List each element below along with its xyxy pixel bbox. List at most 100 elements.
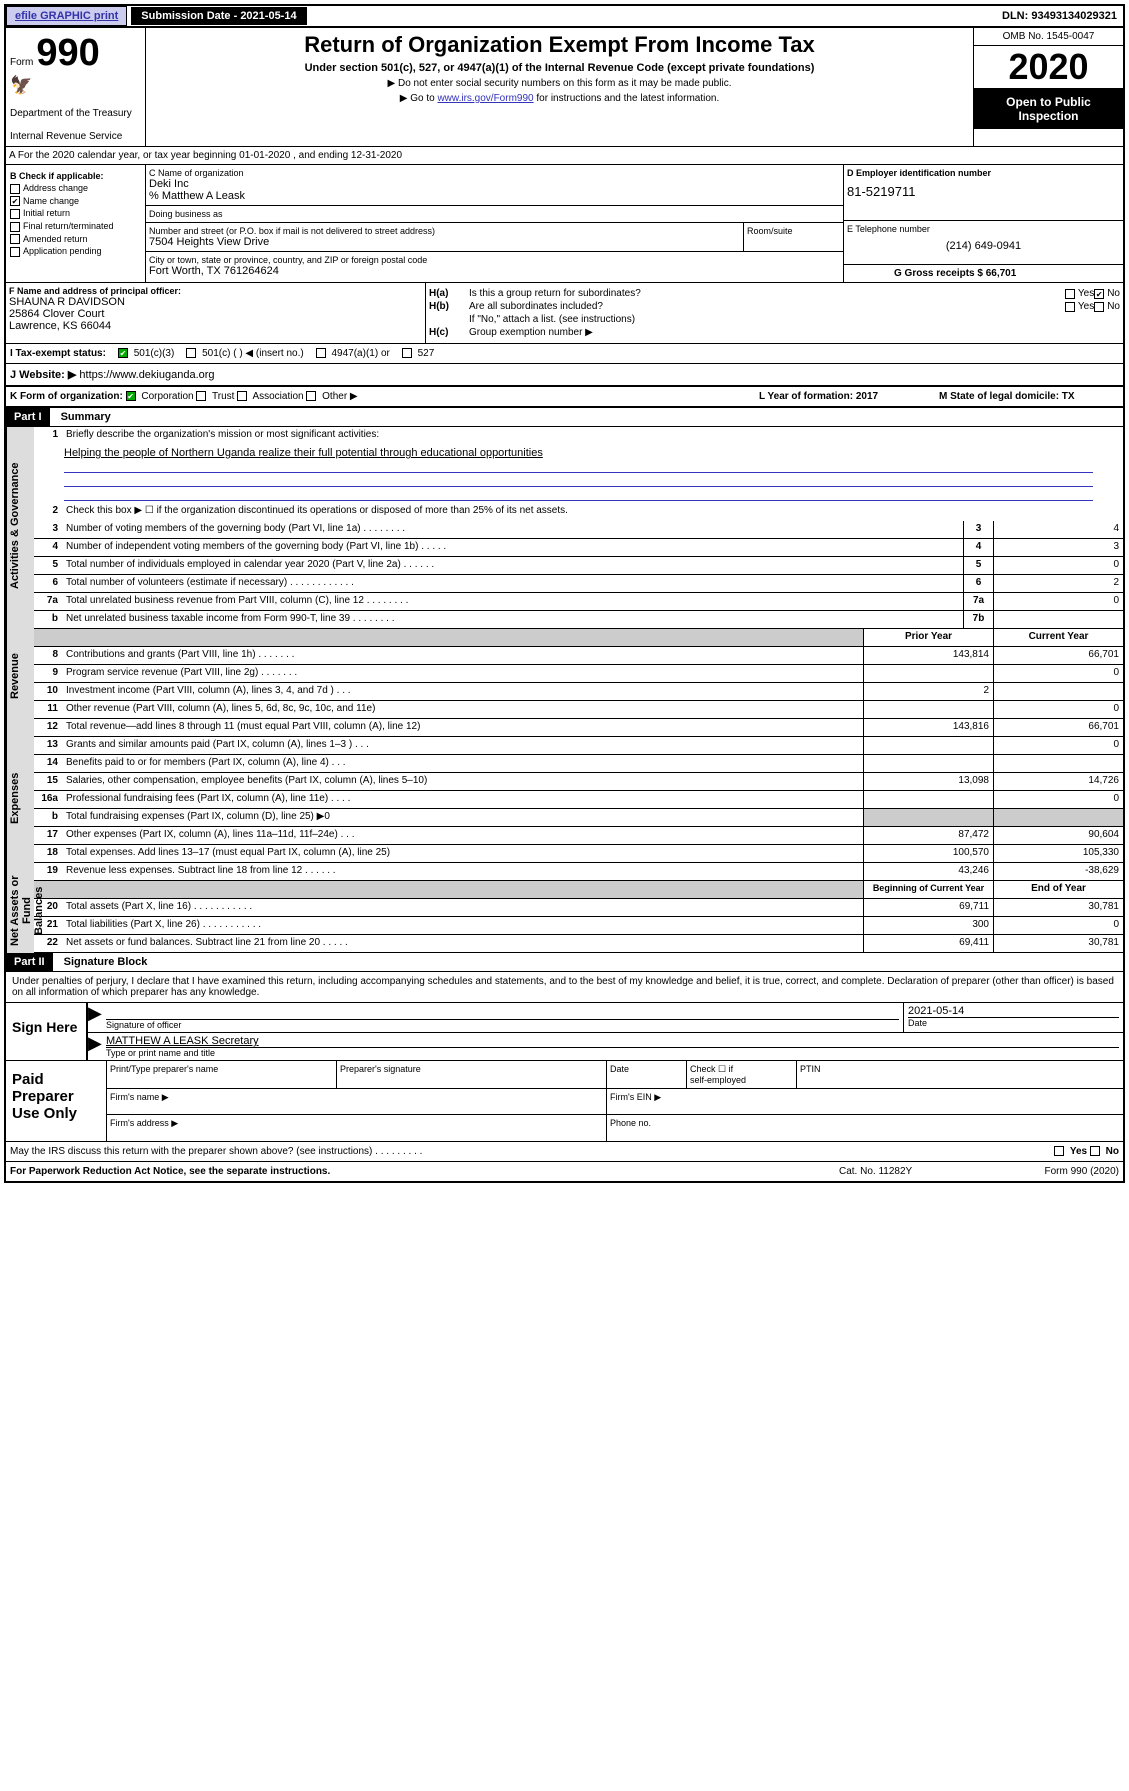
form-number: 990 xyxy=(36,32,99,74)
trust-checkbox[interactable] xyxy=(196,391,206,401)
name-arrow-icon: ▶ xyxy=(88,1033,102,1060)
care-of: % Matthew A Leask xyxy=(149,190,840,202)
final-return-checkbox[interactable] xyxy=(10,222,20,232)
summary-content: 1Briefly describe the organization's mis… xyxy=(34,427,1123,953)
hb-no-checkbox[interactable] xyxy=(1094,302,1104,312)
efile-print-link[interactable]: efile GRAPHIC print xyxy=(6,6,127,26)
line7a-text: Total unrelated business revenue from Pa… xyxy=(62,593,963,610)
officer-typed-name: MATTHEW A LEASK Secretary xyxy=(106,1035,1119,1047)
vtab-netassets: Net Assets or Fund Balances xyxy=(6,869,34,953)
line16b-text: Total fundraising expenses (Part IX, col… xyxy=(62,809,863,826)
sig-date-value: 2021-05-14 xyxy=(908,1005,1119,1017)
header-left: Form 990 🦅 Department of the Treasury In… xyxy=(6,28,146,146)
entity-block: B Check if applicable: Address change ✔N… xyxy=(6,165,1123,283)
address-change-checkbox[interactable] xyxy=(10,184,20,194)
name-change-label: Name change xyxy=(23,196,79,206)
irs-label: Internal Revenue Service xyxy=(10,131,141,142)
f-label: F Name and address of principal officer: xyxy=(9,286,422,296)
open-to-public: Open to Public Inspection xyxy=(974,89,1123,129)
line8-prior: 143,814 xyxy=(863,647,993,664)
line1-num: 1 xyxy=(34,427,62,445)
row-a-tax-year: A For the 2020 calendar year, or tax yea… xyxy=(6,147,1123,165)
prep-ptin-label: PTIN xyxy=(797,1061,1123,1088)
website-row: J Website: ▶ https://www.dekiuganda.org xyxy=(6,364,1123,387)
d-label: D Employer identification number xyxy=(847,168,1120,178)
ha-yes-checkbox[interactable] xyxy=(1065,289,1075,299)
irs-link[interactable]: www.irs.gov/Form990 xyxy=(437,93,533,104)
street-address: 7504 Heights View Drive xyxy=(149,236,740,248)
line17-prior: 87,472 xyxy=(863,827,993,844)
firm-addr-label: Firm's address ▶ xyxy=(107,1115,607,1141)
501c-checkbox[interactable] xyxy=(186,348,196,358)
h-box: H(a)Is this a group return for subordina… xyxy=(426,283,1123,343)
ha-no-checkbox[interactable]: ✔ xyxy=(1094,289,1104,299)
trust-label: Trust xyxy=(212,391,234,402)
line15-text: Salaries, other compensation, employee b… xyxy=(62,773,863,790)
line11-num: 11 xyxy=(34,701,62,718)
hb-no: No xyxy=(1107,301,1120,312)
527-checkbox[interactable] xyxy=(402,348,412,358)
line19-prior: 43,246 xyxy=(863,863,993,880)
line8-current: 66,701 xyxy=(993,647,1123,664)
initial-return-checkbox[interactable] xyxy=(10,209,20,219)
ein-box: D Employer identification number 81-5219… xyxy=(844,165,1123,221)
4947-checkbox[interactable] xyxy=(316,348,326,358)
line1-text: Briefly describe the organization's miss… xyxy=(62,427,1123,445)
sig-label: Signature of officer xyxy=(106,1019,899,1030)
col-mid: C Name of organization Deki Inc % Matthe… xyxy=(146,165,843,282)
assoc-checkbox[interactable] xyxy=(237,391,247,401)
ssn-note: ▶ Do not enter social security numbers o… xyxy=(150,78,969,89)
begin-year-header: Beginning of Current Year xyxy=(863,881,993,898)
line22-prior: 69,411 xyxy=(863,935,993,952)
dept-treasury: Department of the Treasury xyxy=(10,108,141,119)
line11-text: Other revenue (Part VIII, column (A), li… xyxy=(62,701,863,718)
city-label: City or town, state or province, country… xyxy=(149,255,840,265)
tax-year: 2020 xyxy=(974,46,1123,89)
line6-box: 6 xyxy=(963,575,993,592)
line2-text: Check this box ▶ ☐ if the organization d… xyxy=(62,503,1123,521)
line22-num: 22 xyxy=(34,935,62,952)
name-label: Type or print name and title xyxy=(106,1047,1119,1058)
line7a-val: 0 xyxy=(993,593,1123,610)
line13-text: Grants and similar amounts paid (Part IX… xyxy=(62,737,863,754)
hb-yes-checkbox[interactable] xyxy=(1065,302,1075,312)
sign-fields: ▶ Signature of officer 2021-05-14 Date ▶… xyxy=(86,1003,1123,1060)
ha-text: Is this a group return for subordinates? xyxy=(469,288,1065,299)
telephone-value: (214) 649-0941 xyxy=(847,240,1120,252)
paperwork-notice: For Paperwork Reduction Act Notice, see … xyxy=(10,1166,839,1177)
line12-text: Total revenue—add lines 8 through 11 (mu… xyxy=(62,719,863,736)
street-box: Number and street (or P.O. box if mail i… xyxy=(146,223,743,252)
website-url[interactable]: https://www.dekiuganda.org xyxy=(79,369,214,381)
amended-checkbox[interactable] xyxy=(10,234,20,244)
k-label: K Form of organization: xyxy=(10,391,123,402)
officer-addr2: Lawrence, KS 66044 xyxy=(9,320,422,332)
line6-text: Total number of volunteers (estimate if … xyxy=(62,575,963,592)
topbar-left: efile GRAPHIC print Submission Date - 20… xyxy=(6,6,307,26)
discuss-text: May the IRS discuss this return with the… xyxy=(10,1146,1054,1157)
501c3-checkbox[interactable]: ✔ xyxy=(118,348,128,358)
name-change-checkbox[interactable]: ✔ xyxy=(10,196,20,206)
line12-prior: 143,816 xyxy=(863,719,993,736)
line15-num: 15 xyxy=(34,773,62,790)
app-pending-checkbox[interactable] xyxy=(10,247,20,257)
discuss-no-checkbox[interactable] xyxy=(1090,1146,1100,1156)
corp-label: Corporation xyxy=(141,391,193,402)
hb-text: Are all subordinates included? xyxy=(469,301,1065,312)
discuss-yes-checkbox[interactable] xyxy=(1054,1146,1064,1156)
line14-text: Benefits paid to or for members (Part IX… xyxy=(62,755,863,772)
hdr2-blank2 xyxy=(62,881,863,898)
line4-box: 4 xyxy=(963,539,993,556)
vtab-expenses: Expenses xyxy=(6,728,34,869)
other-checkbox[interactable] xyxy=(306,391,316,401)
corp-checkbox[interactable]: ✔ xyxy=(126,391,136,401)
prep-sig-label: Preparer's signature xyxy=(337,1061,607,1088)
gross-receipts-box: G Gross receipts $ 66,701 xyxy=(844,265,1123,282)
city-state-zip: Fort Worth, TX 761264624 xyxy=(149,265,840,277)
preparer-section: Paid Preparer Use Only Print/Type prepar… xyxy=(6,1060,1123,1142)
mission-underline xyxy=(64,487,1093,501)
city-box: City or town, state or province, country… xyxy=(146,252,843,280)
hb-note: If "No," attach a list. (see instruction… xyxy=(429,314,1120,325)
officer-addr1: 25864 Clover Court xyxy=(9,308,422,320)
g-label: G Gross receipts $ 66,701 xyxy=(894,268,1016,279)
hc-label: H(c) xyxy=(429,327,469,338)
